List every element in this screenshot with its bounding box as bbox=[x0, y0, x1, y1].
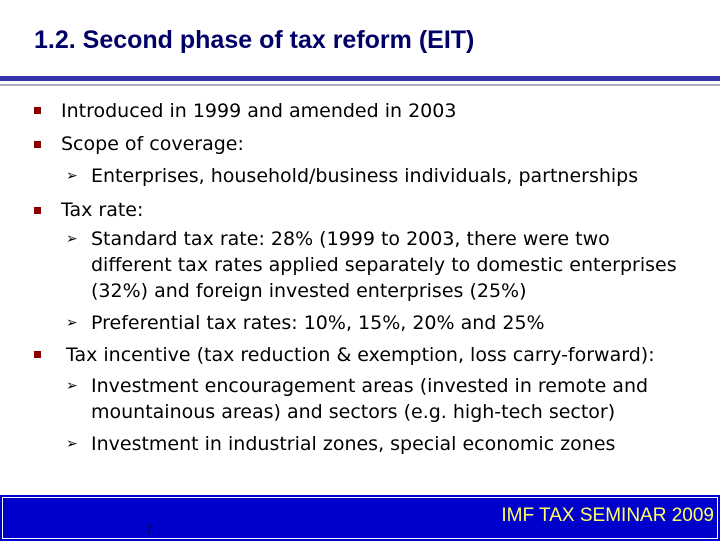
bullet-tax-rate: Tax rate: bbox=[61, 199, 144, 221]
slide-body: Introduced in 1999 and amended in 2003 S… bbox=[34, 100, 677, 455]
bullet-square-icon bbox=[34, 141, 41, 148]
title-divider-thin bbox=[0, 84, 720, 86]
sub-preferential-rate: Preferential tax rates: 10%, 15%, 20% an… bbox=[91, 312, 545, 334]
bullet-scope: Scope of coverage: bbox=[61, 133, 244, 155]
footer-seminar-label: IMF TAX SEMINAR 2009 bbox=[501, 505, 714, 526]
arrow-bullet-icon: ➢ bbox=[66, 168, 78, 184]
sub-encouragement-line1: Investment encouragement areas (invested… bbox=[91, 375, 649, 397]
page-number: 7 bbox=[146, 524, 153, 536]
bullet-square-icon bbox=[34, 207, 41, 214]
footer-bar bbox=[0, 494, 720, 541]
title-divider bbox=[0, 76, 720, 81]
sub-standard-rate-line3: (32%) and foreign invested enterprises (… bbox=[91, 280, 527, 302]
slide-title: 1.2. Second phase of tax reform (EIT) bbox=[34, 26, 475, 54]
sub-standard-rate-line2: different tax rates applied separately t… bbox=[91, 254, 677, 276]
bullet-square-icon bbox=[34, 107, 41, 114]
sub-encouragement-line2: mountainous areas) and sectors (e.g. hig… bbox=[91, 401, 616, 423]
bullet-introduced: Introduced in 1999 and amended in 2003 bbox=[61, 100, 457, 122]
footer-frame bbox=[2, 497, 718, 539]
sub-coverage: Enterprises, household/business individu… bbox=[91, 165, 639, 187]
arrow-bullet-icon: ➢ bbox=[66, 378, 78, 394]
bullet-incentive: Tax incentive (tax reduction & exemption… bbox=[66, 344, 655, 366]
sub-standard-rate-line1: Standard tax rate: 28% (1999 to 2003, th… bbox=[91, 228, 610, 250]
bullet-square-icon bbox=[34, 351, 41, 358]
arrow-bullet-icon: ➢ bbox=[66, 315, 78, 331]
sub-zones: Investment in industrial zones, special … bbox=[91, 433, 616, 455]
arrow-bullet-icon: ➢ bbox=[66, 436, 78, 452]
arrow-bullet-icon: ➢ bbox=[66, 231, 78, 247]
